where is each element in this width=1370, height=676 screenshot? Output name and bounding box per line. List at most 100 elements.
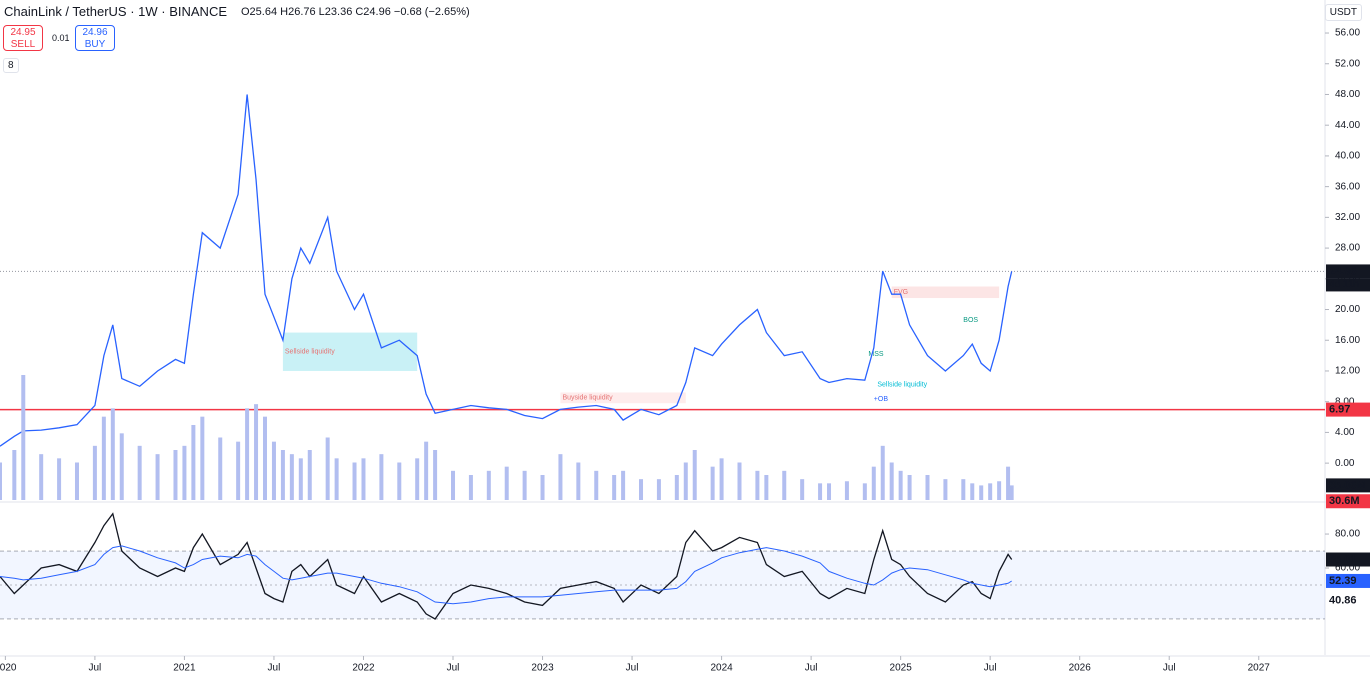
volume-bar bbox=[558, 454, 563, 500]
volume-bar bbox=[639, 479, 644, 500]
volume-bar bbox=[594, 470, 599, 500]
volume-bar bbox=[979, 485, 984, 500]
volume-bar bbox=[710, 466, 715, 500]
volume-bar bbox=[289, 454, 294, 500]
price-tag bbox=[1326, 494, 1370, 509]
volume-bar bbox=[961, 479, 966, 500]
volume-bar bbox=[880, 445, 885, 500]
buy-label: BUY bbox=[84, 39, 106, 50]
volume-bar bbox=[415, 458, 420, 500]
volume-bar bbox=[988, 483, 993, 500]
volume-bar bbox=[379, 454, 384, 500]
y-tick-label: 8.00 bbox=[1335, 396, 1355, 407]
currency[interactable]: USDT bbox=[1324, 4, 1362, 21]
y-tick-label: 12.00 bbox=[1335, 366, 1360, 377]
x-tick-label: 2025 bbox=[890, 663, 913, 674]
volume-bar bbox=[191, 425, 196, 500]
volume-bar bbox=[898, 470, 903, 500]
volume-bar bbox=[361, 458, 366, 500]
zone-label: FVG bbox=[894, 289, 908, 296]
volume-bar bbox=[254, 404, 259, 500]
indicators-toggle[interactable]: 8 bbox=[3, 58, 19, 73]
annotation: +OB bbox=[874, 396, 889, 403]
zone bbox=[560, 392, 686, 404]
y-tick-label: 60.00 bbox=[1335, 563, 1360, 574]
x-tick-label: 2024 bbox=[710, 663, 733, 674]
y-tick-label: 20.00 bbox=[1335, 304, 1360, 315]
volume-bar bbox=[245, 408, 250, 500]
series-line bbox=[0, 94, 1013, 447]
volume-bar bbox=[263, 416, 267, 500]
volume-bar bbox=[889, 462, 894, 500]
x-tick-label: Jul bbox=[626, 663, 639, 674]
volume-bar bbox=[943, 479, 948, 500]
volume-bar bbox=[692, 450, 697, 500]
symbol[interactable]: ChainLink / TetherUS · 1W · BINANCE bbox=[4, 4, 227, 19]
volume-bar bbox=[334, 458, 339, 500]
volume-bar bbox=[970, 483, 975, 500]
volume-bar bbox=[200, 416, 205, 500]
volume-bar bbox=[397, 462, 402, 500]
buy-button[interactable]: 24.96 BUY bbox=[75, 25, 115, 51]
volume-bar bbox=[433, 450, 438, 500]
volume-bar bbox=[800, 479, 805, 500]
volume-bar bbox=[155, 454, 160, 500]
price-tag-label: 40.86 bbox=[1329, 594, 1357, 606]
y-tick-label: 48.00 bbox=[1335, 89, 1360, 100]
buy-price: 24.96 bbox=[82, 27, 108, 38]
y-tick-label: 80.00 bbox=[1335, 529, 1360, 540]
x-tick-label: Jul bbox=[1163, 663, 1176, 674]
zone bbox=[891, 286, 1000, 299]
y-tick-label: 52.00 bbox=[1335, 58, 1360, 69]
annotation: MSS bbox=[868, 351, 884, 358]
series-line bbox=[0, 512, 1013, 620]
volume-bar bbox=[1006, 466, 1011, 500]
volume-bar bbox=[424, 441, 429, 500]
sell-price: 24.95 bbox=[10, 27, 36, 38]
volume-bar bbox=[656, 479, 661, 500]
volume-bar bbox=[119, 433, 124, 500]
price-tag-label: 30.6M bbox=[1329, 495, 1360, 507]
volume-bar bbox=[997, 481, 1002, 500]
header: ChainLink / TetherUS · 1W · BINANCE O25.… bbox=[4, 4, 470, 19]
price-tag-label: 65.01 bbox=[1329, 553, 1357, 565]
x-tick-label: 2022 bbox=[352, 663, 375, 674]
volume-bar bbox=[1009, 485, 1014, 500]
y-tick-label: 40.00 bbox=[1335, 151, 1360, 162]
price-tag-label: 6.97 bbox=[1329, 404, 1350, 416]
volume-bar bbox=[486, 470, 491, 500]
y-tick-label: 0.00 bbox=[1335, 458, 1355, 469]
volume-bar bbox=[12, 450, 17, 500]
price-tag bbox=[1326, 478, 1370, 493]
y-tick-label: 32.00 bbox=[1335, 212, 1360, 223]
volume-bar bbox=[451, 470, 456, 500]
volume-bar bbox=[827, 483, 832, 500]
ohlc: O25.64 H26.76 L23.36 C24.96 −0.68 (−2.65… bbox=[241, 5, 470, 18]
price-tag-label: 52.39 bbox=[1329, 575, 1357, 587]
y-tick-label: 44.00 bbox=[1335, 120, 1360, 131]
volume-bar bbox=[764, 475, 769, 500]
zone-label: Buyside liquidity bbox=[562, 395, 613, 402]
y-tick-label: 28.00 bbox=[1335, 243, 1360, 254]
volume-bar bbox=[218, 437, 223, 500]
volume-bar bbox=[576, 462, 581, 500]
volume-bar bbox=[39, 454, 44, 500]
volume-bar bbox=[74, 462, 79, 500]
volume-bar bbox=[92, 445, 97, 500]
volume-bar bbox=[737, 462, 742, 500]
y-tick-label: 16.00 bbox=[1335, 335, 1360, 346]
volume-bar bbox=[352, 462, 357, 500]
sell-button[interactable]: 24.95 SELL bbox=[3, 25, 43, 51]
price-tag bbox=[1326, 402, 1370, 417]
price-tag bbox=[1326, 593, 1370, 608]
volume-bar bbox=[468, 475, 473, 500]
volume-bar bbox=[280, 450, 285, 500]
annotation: BOS bbox=[963, 317, 978, 324]
y-tick-label: 36.00 bbox=[1335, 181, 1360, 192]
countdown: 4d 11h bbox=[1329, 279, 1359, 290]
price-tag bbox=[1326, 573, 1370, 588]
price-tag-label: 35.06M bbox=[1329, 479, 1366, 491]
volume-bar bbox=[621, 470, 626, 500]
volume-bar bbox=[907, 475, 912, 500]
